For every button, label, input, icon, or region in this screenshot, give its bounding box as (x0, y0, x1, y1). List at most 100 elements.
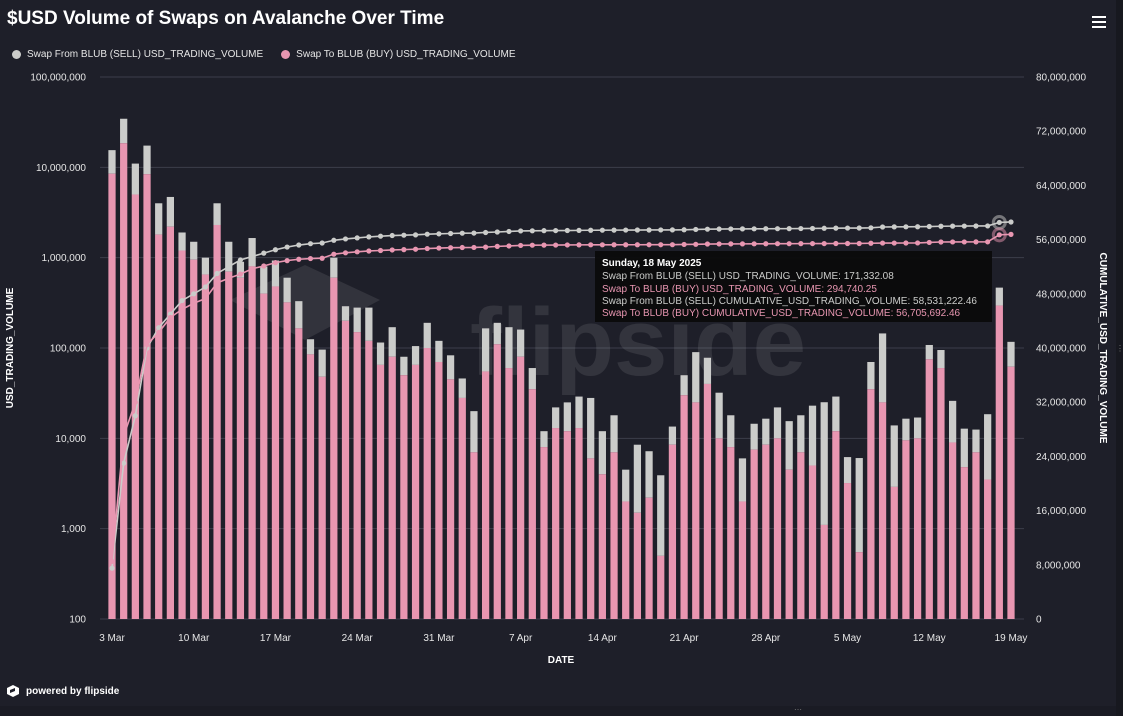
point-cumulative-sell (518, 228, 524, 234)
point-cumulative-buy (226, 275, 232, 281)
y2-tick-label: 40,000,000 (1036, 344, 1086, 355)
bar-sell (213, 203, 221, 225)
bar-sell (260, 266, 268, 294)
point-cumulative-sell (973, 223, 979, 229)
bar-sell (692, 352, 700, 403)
point-cumulative-sell (202, 284, 209, 290)
legend-item-sell[interactable]: Swap From BLUB (SELL) USD_TRADING_VOLUME (12, 49, 263, 60)
bar-sell (540, 431, 548, 448)
point-cumulative-buy (494, 243, 500, 249)
bar-buy (575, 428, 583, 619)
bar-sell (458, 378, 466, 398)
bar-buy (552, 428, 560, 619)
point-cumulative-sell (319, 240, 325, 246)
point-cumulative-buy (214, 280, 220, 286)
bar-sell (925, 344, 933, 360)
point-cumulative-sell (786, 226, 792, 232)
x-tick-label: 24 Mar (342, 633, 374, 644)
point-cumulative-sell (354, 235, 360, 241)
point-cumulative-buy (844, 240, 851, 247)
point-cumulative-buy (611, 242, 617, 248)
point-cumulative-sell (623, 227, 629, 233)
point-cumulative-sell (763, 226, 769, 232)
bar-sell (435, 340, 443, 362)
bar-buy (890, 486, 898, 619)
bar-buy (797, 452, 805, 619)
y2-tick-label: 80,000,000 (1036, 73, 1086, 84)
point-cumulative-buy (202, 295, 209, 302)
point-cumulative-buy (296, 256, 302, 262)
point-cumulative-buy (798, 241, 804, 247)
point-cumulative-sell (576, 227, 582, 233)
point-cumulative-sell (879, 224, 886, 230)
bar-sell (587, 397, 595, 459)
point-cumulative-buy (634, 242, 640, 248)
point-cumulative-sell (296, 242, 302, 248)
bar-sell (937, 350, 945, 369)
bar-sell (913, 417, 922, 439)
point-cumulative-buy (459, 244, 465, 251)
bar-sell (271, 260, 280, 287)
resize-handle-bottom[interactable]: ⋯ (0, 705, 1116, 716)
point-cumulative-sell (121, 460, 127, 466)
bar-sell (120, 118, 128, 144)
point-cumulative-sell (506, 228, 512, 235)
point-cumulative-buy (681, 241, 687, 248)
bar-sell (143, 145, 151, 175)
bar-sell (295, 301, 303, 329)
y2-tick-label: 48,000,000 (1036, 289, 1086, 300)
point-cumulative-buy (1008, 231, 1014, 237)
x-tick-label: 19 May (995, 633, 1028, 644)
bar-sell (657, 475, 665, 556)
menu-icon[interactable] (1092, 15, 1108, 29)
bar-sell (306, 339, 315, 355)
point-cumulative-buy (576, 242, 582, 248)
point-cumulative-buy (564, 242, 570, 248)
y2-tick-label: 56,000,000 (1036, 235, 1086, 246)
tooltip-date: Sunday, 18 May 2025 (602, 258, 702, 269)
bar-sell (528, 368, 536, 390)
point-cumulative-buy (506, 243, 512, 249)
point-cumulative-buy (249, 266, 255, 272)
resize-handle-right[interactable]: ⋮ (1116, 0, 1123, 716)
bar-buy (680, 395, 688, 619)
point-cumulative-buy (342, 250, 349, 256)
bar-sell (832, 396, 840, 432)
bar-buy (341, 320, 350, 619)
bar-sell (610, 415, 618, 453)
line-layer (109, 214, 1014, 571)
bar-buy (505, 368, 513, 619)
bar-buy (937, 368, 945, 619)
bar-buy (143, 174, 151, 619)
y-tick-label: 10,000 (55, 434, 86, 445)
bar-sell (376, 342, 385, 365)
bar-sell (820, 402, 828, 525)
bar-sell (353, 307, 361, 333)
bar-sell (984, 414, 992, 480)
point-cumulative-sell (331, 237, 337, 243)
y2-tick-label: 0 (1036, 615, 1042, 626)
bar-buy (855, 552, 863, 619)
bar-buy (166, 226, 174, 619)
chart-svg: flipside 100,000,00010,000,0001,000,0001… (5, 73, 1108, 667)
bar-buy (622, 501, 630, 619)
point-cumulative-buy (693, 241, 699, 247)
bar-sell (575, 396, 583, 429)
x-tick-label: 21 Apr (670, 633, 700, 644)
hover-marker (991, 227, 1007, 243)
point-cumulative-sell (914, 224, 921, 230)
point-cumulative-sell (588, 227, 594, 233)
point-cumulative-sell (424, 231, 430, 237)
point-cumulative-buy (891, 240, 897, 246)
point-cumulative-buy (774, 241, 781, 247)
legend-item-buy[interactable]: Swap To BLUB (BUY) USD_TRADING_VOLUME (281, 49, 516, 60)
footer[interactable]: powered by flipside (6, 684, 119, 698)
point-cumulative-buy (284, 258, 290, 264)
point-cumulative-buy (996, 232, 1002, 238)
bar-buy (248, 266, 256, 619)
bar-buy (878, 402, 887, 619)
bar-sell (960, 428, 968, 468)
bar-sell (598, 431, 606, 475)
legend: Swap From BLUB (SELL) USD_TRADING_VOLUME… (12, 49, 516, 60)
point-cumulative-sell (821, 225, 827, 231)
